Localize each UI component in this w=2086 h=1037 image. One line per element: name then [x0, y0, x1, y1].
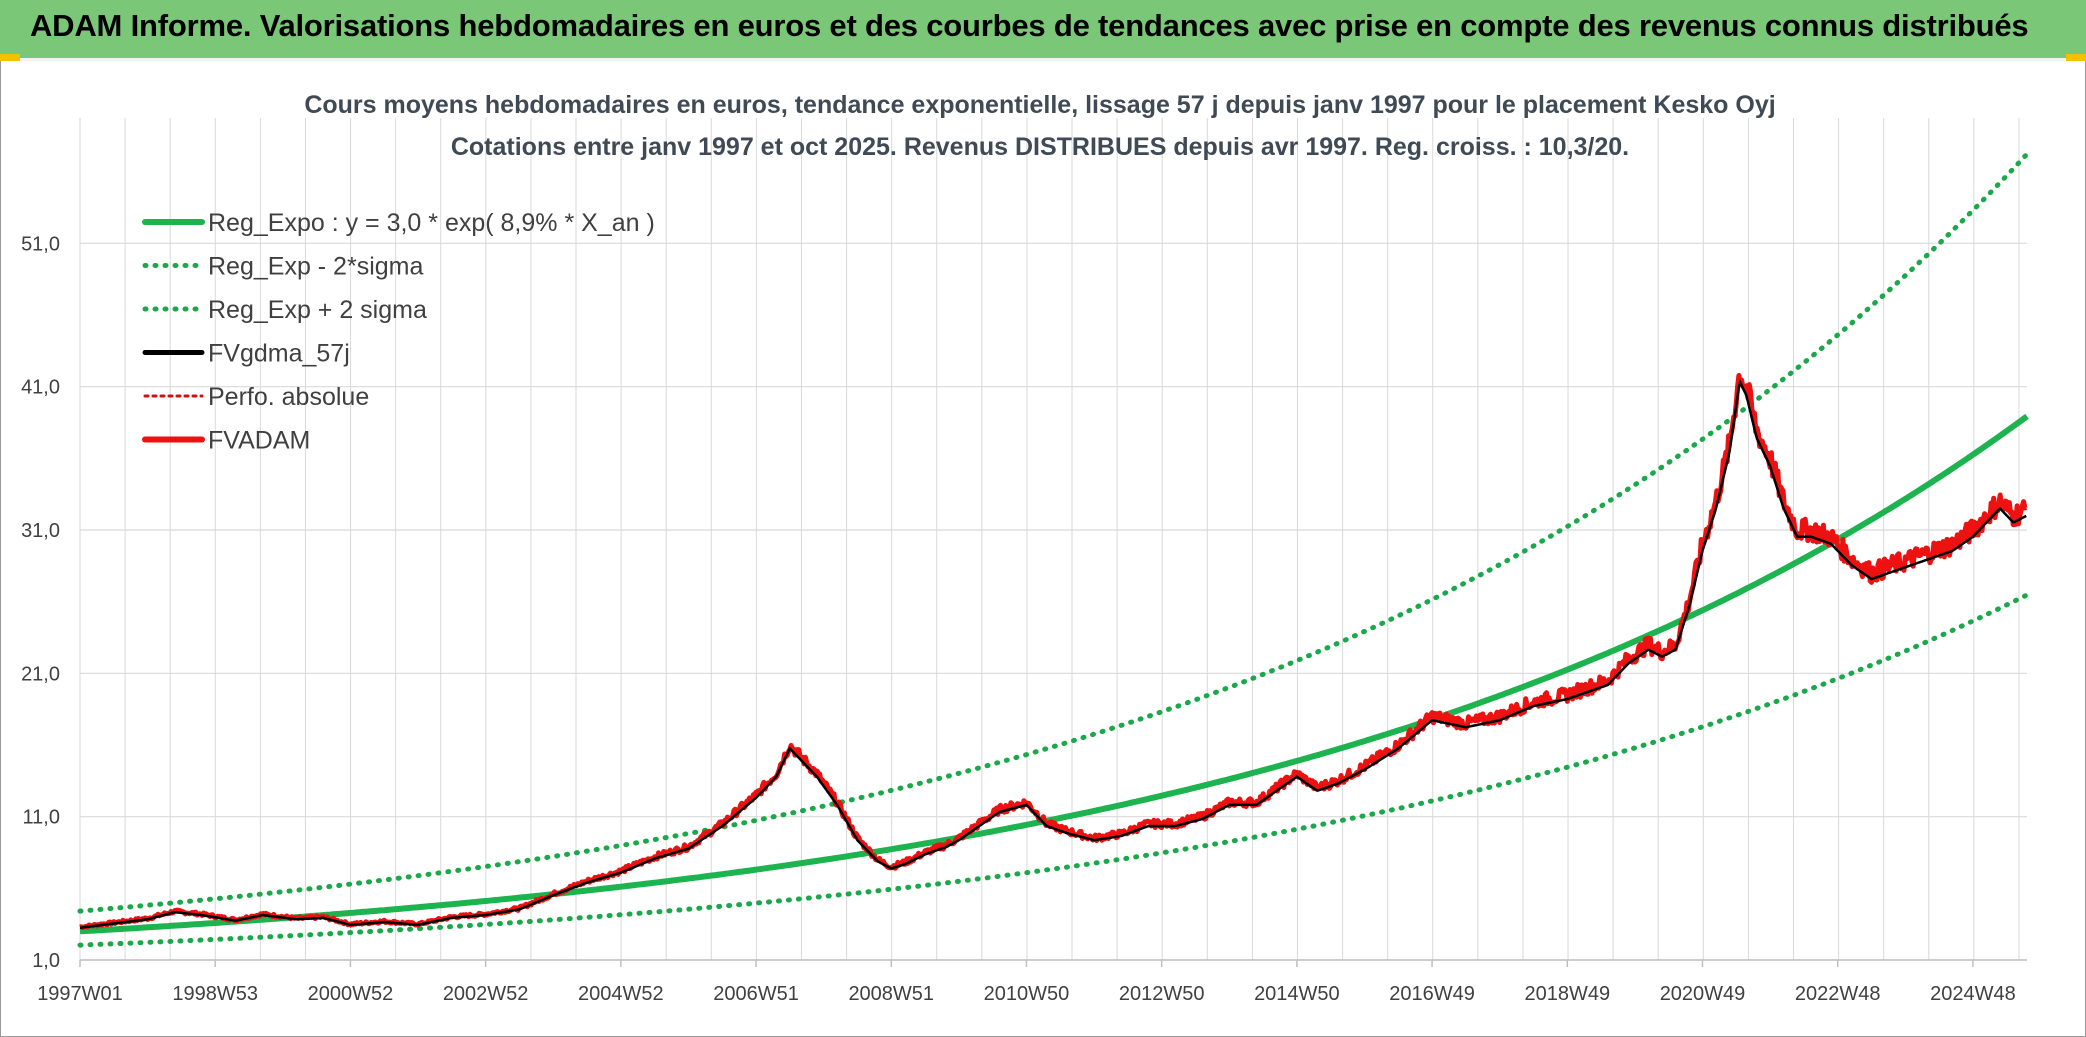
x-tick-label: 2008W51 — [848, 983, 934, 1005]
y-tick-label: 21,0 — [21, 663, 60, 685]
legend-label: FVgdma_57j — [208, 340, 350, 368]
series — [77, 151, 2030, 948]
x-tick-label: 2024W48 — [1930, 983, 2016, 1005]
x-tick-label: 2012W50 — [1119, 983, 1205, 1005]
x-tick-label: 2022W48 — [1795, 983, 1881, 1005]
x-tick-label: 2020W49 — [1660, 983, 1746, 1005]
x-tick-label: 2016W49 — [1389, 983, 1475, 1005]
series-fvgdma — [79, 378, 2027, 929]
banner: ADAM Informe. Valorisations hebdomadaire… — [0, 0, 2086, 61]
x-tick-label: 2000W52 — [308, 983, 394, 1005]
x-tick-label: 2010W50 — [984, 983, 1070, 1005]
banner-title: ADAM Informe. Valorisations hebdomadaire… — [30, 8, 2029, 43]
chart-subtitle: Cotations entre janv 1997 et oct 2025. R… — [451, 133, 1629, 161]
x-tick-label: 2006W51 — [713, 983, 799, 1005]
series-fvadam — [78, 373, 2028, 931]
series-reg-exp-minus-2sigma — [77, 592, 2030, 948]
y-tick-label: 31,0 — [21, 520, 60, 542]
axes: 1,0 11,0 21,0 31,0 41,0 51,0 1997W01 1998W53 200… — [21, 233, 2027, 1005]
corner-marker — [0, 54, 20, 61]
grid — [79, 118, 2027, 961]
series-reg-expo — [79, 413, 2029, 935]
x-tick-label: 2014W50 — [1254, 983, 1340, 1005]
legend-label: FVADAM — [208, 427, 310, 455]
y-tick-label: 1,0 — [32, 950, 60, 972]
legend-label: Reg_Exp - 2*sigma — [208, 253, 423, 281]
y-tick-label: 51,0 — [21, 233, 60, 255]
x-tick-label: 1997W01 — [37, 983, 123, 1005]
y-tick-label: 41,0 — [21, 377, 60, 399]
chart-title: Cours moyens hebdomadaires en euros, ten… — [304, 91, 1775, 119]
x-tick-label: 2018W49 — [1524, 983, 1610, 1005]
x-tick-label: 2004W52 — [578, 983, 664, 1005]
x-tick-label: 1998W53 — [172, 983, 258, 1005]
legend-label: Reg_Expo : y = 3,0 * exp( 8,9% * X_an ) — [208, 209, 655, 237]
legend: Reg_Expo : y = 3,0 * exp( 8,9% * X_an ) R… — [142, 209, 655, 455]
y-tick-label: 11,0 — [23, 807, 60, 829]
legend-label: Perfo. absolue — [208, 383, 369, 411]
x-tick-label: 2002W52 — [443, 983, 529, 1005]
corner-marker — [2066, 54, 2086, 61]
series-reg-exp-plus-2sigma — [77, 151, 2030, 914]
legend-label: Reg_Exp + 2 sigma — [208, 296, 427, 324]
